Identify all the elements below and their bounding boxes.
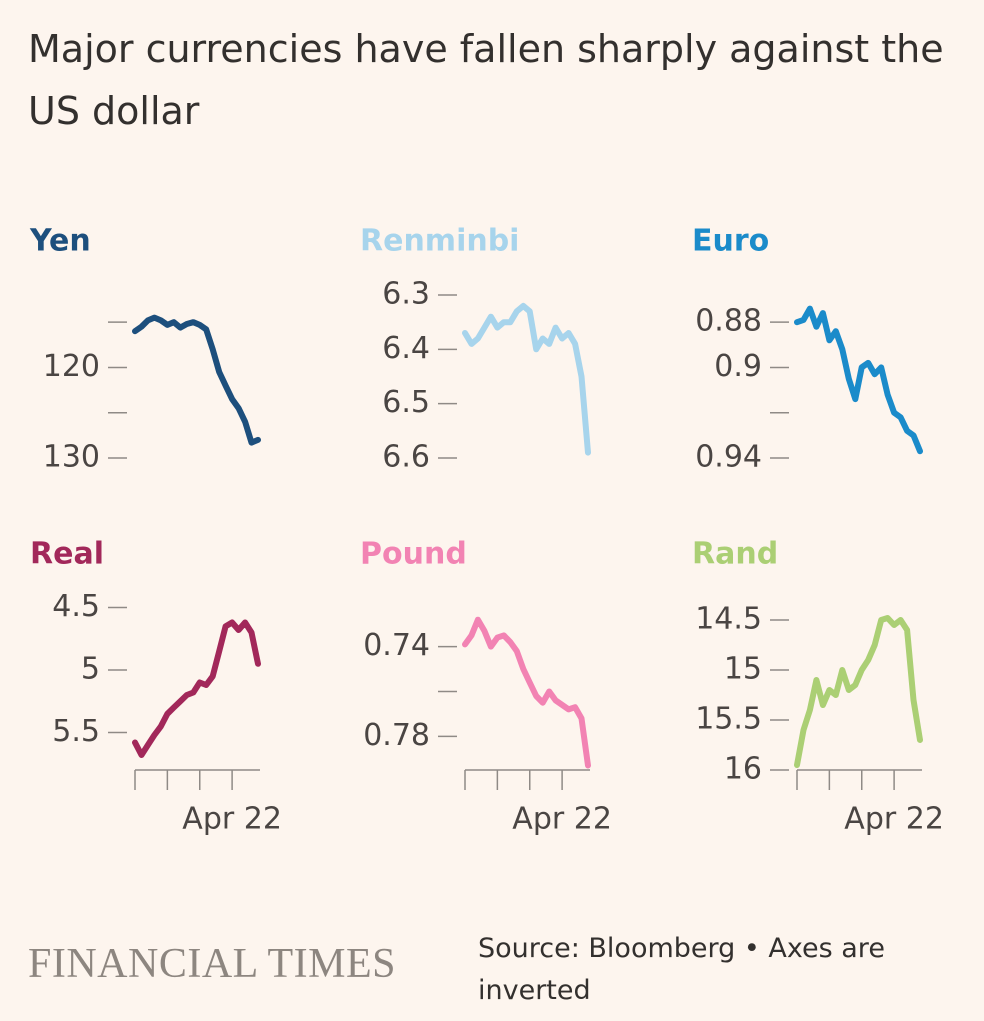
- x-tick-label: Apr 22: [512, 802, 612, 837]
- y-tick-label: 6.4: [382, 331, 430, 366]
- logo: FINANCIAL TIMES: [28, 941, 397, 987]
- headline: Major currencies have fallen sharply aga…: [28, 27, 944, 133]
- chart-title: Real: [30, 537, 104, 572]
- x-tick-label: Apr 22: [182, 802, 282, 837]
- y-tick-label: 16: [724, 752, 762, 787]
- series-line: [132, 619, 261, 758]
- x-tick-label: Apr 22: [844, 802, 944, 837]
- series-line: [132, 314, 261, 446]
- y-tick-label: 5.5: [52, 714, 100, 749]
- y-tick-label: 0.78: [363, 718, 430, 753]
- chart-title: Yen: [29, 224, 91, 259]
- series-line: [794, 615, 923, 768]
- y-tick-label: 15: [724, 652, 762, 687]
- chart-title: Renminbi: [360, 224, 519, 259]
- chart-title: Euro: [692, 224, 769, 259]
- y-tick-label: 5: [81, 652, 100, 687]
- y-tick-label: 0.94: [695, 440, 762, 475]
- y-tick-label: 0.88: [695, 304, 762, 339]
- series-line: [462, 302, 591, 456]
- y-tick-label: 6.3: [382, 277, 430, 312]
- y-tick-label: 4.5: [52, 589, 100, 624]
- y-tick-label: 0.9: [714, 349, 762, 384]
- series-line: [794, 305, 923, 455]
- y-tick-label: 15.5: [695, 702, 762, 737]
- y-tick-label: 14.5: [695, 602, 762, 637]
- source-note: Source: Bloomberg • Axes are inverted: [478, 933, 885, 1006]
- chart-title: Pound: [360, 537, 467, 572]
- y-tick-label: 0.74: [363, 628, 430, 663]
- y-tick-label: 6.5: [382, 385, 430, 420]
- series-line: [462, 616, 591, 769]
- y-tick-label: 120: [43, 349, 100, 384]
- y-tick-label: 130: [43, 440, 100, 475]
- y-tick-label: 6.6: [382, 440, 430, 475]
- chart-title: Rand: [692, 537, 778, 572]
